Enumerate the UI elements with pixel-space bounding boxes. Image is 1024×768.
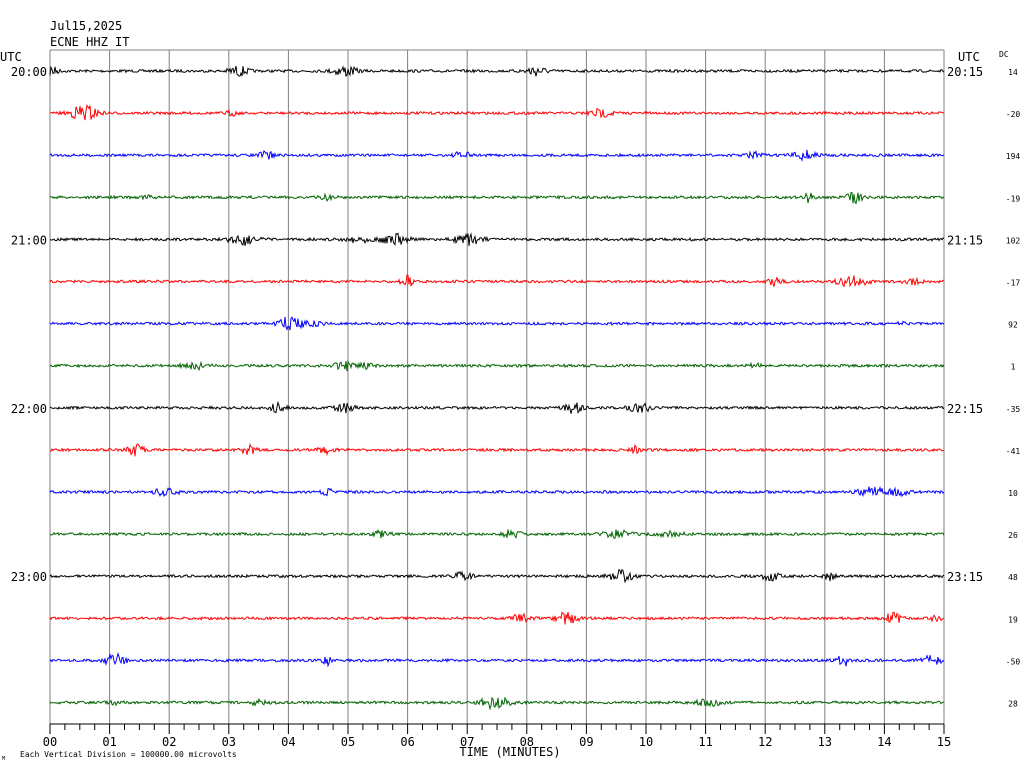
left-hour-label: 20:00 (11, 65, 47, 79)
dc-value: 194 (1006, 152, 1021, 161)
dc-value: 26 (1008, 531, 1018, 540)
dc-header-label: DC (999, 50, 1009, 59)
left-hour-label: 21:00 (11, 233, 47, 247)
x-tick-label: 11 (698, 735, 712, 749)
right-hour-label: 22:15 (947, 402, 983, 416)
dc-value: -50 (1006, 657, 1021, 666)
x-axis-title: TIME (MINUTES) (459, 745, 560, 759)
trace-line-13 (49, 568, 945, 584)
dc-value: 28 (1008, 700, 1018, 709)
trace-line-12 (49, 528, 945, 539)
trace-line-8 (49, 359, 945, 372)
header-station: ECNE HHZ IT (50, 35, 129, 49)
dc-value: 92 (1008, 321, 1018, 330)
dc-value: -35 (1006, 405, 1021, 414)
x-tick-label: 00 (43, 735, 57, 749)
x-axis: 00 01 02 03 04 05 06 07 08 09 10 11 12 13 14 15 (43, 723, 951, 749)
x-tick-label: 13 (818, 735, 832, 749)
dc-value: 48 (1008, 573, 1018, 582)
right-hour-label: 20:15 (947, 65, 983, 79)
right-utc-label: UTC (958, 50, 980, 64)
x-tick-label: 06 (400, 735, 414, 749)
left-utc-label: UTC (0, 50, 22, 64)
x-tick-label: 03 (222, 735, 236, 749)
x-tick-label: 12 (758, 735, 772, 749)
x-tick-label: 05 (341, 735, 355, 749)
corner-mark: M (2, 756, 5, 762)
x-tick-label: 08 (520, 735, 534, 749)
seismic-traces (49, 65, 945, 711)
dc-value: 10 (1008, 489, 1018, 498)
trace-line-14 (49, 611, 945, 625)
dc-value: 1 (1011, 363, 1016, 372)
trace-line-1 (49, 65, 945, 78)
trace-line-5 (49, 232, 944, 247)
trace-line-15 (49, 651, 945, 668)
right-hour-label: 23:15 (947, 570, 983, 584)
dc-value: -41 (1006, 447, 1021, 456)
dc-value-labels: 14 -20 194 -19 102 -17 92 1 -35 -41 10 26 48 19 -50 28 (1006, 68, 1021, 709)
x-tick-label: 10 (639, 735, 653, 749)
trace-line-7 (49, 316, 945, 331)
trace-line-10 (49, 442, 944, 457)
x-tick-label: 01 (102, 735, 116, 749)
dc-value: -20 (1006, 110, 1021, 119)
right-hour-labels: 20:15 21:15 22:15 23:15 (947, 65, 983, 584)
grid-lines (49, 49, 945, 724)
x-tick-label: 07 (460, 735, 474, 749)
trace-line-16 (49, 696, 945, 711)
x-tick-label: 15 (937, 735, 951, 749)
dc-value: 102 (1006, 236, 1021, 245)
right-hour-label: 21:15 (947, 233, 983, 247)
left-hour-label: 23:00 (11, 570, 47, 584)
trace-line-3 (49, 149, 945, 162)
dc-value: 19 (1008, 615, 1018, 624)
trace-line-4 (49, 192, 945, 205)
trace-line-11 (49, 485, 945, 498)
x-tick-label: 09 (579, 735, 593, 749)
dc-value: -17 (1006, 279, 1021, 288)
dc-value: 14 (1008, 68, 1018, 77)
x-tick-label: 14 (877, 735, 891, 749)
trace-line-9 (49, 400, 945, 414)
x-tick-label: 02 (162, 735, 176, 749)
header-date: Jul15,2025 (50, 19, 122, 33)
trace-line-2 (49, 104, 945, 121)
x-tick-label: 04 (281, 735, 295, 749)
scale-note: Each Vertical Division = 100000.00 micro… (20, 750, 237, 759)
left-hour-labels: 20:00 21:00 22:00 23:00 (11, 65, 47, 584)
left-hour-label: 22:00 (11, 402, 47, 416)
dc-value: -19 (1006, 194, 1021, 203)
trace-line-6 (49, 274, 945, 288)
